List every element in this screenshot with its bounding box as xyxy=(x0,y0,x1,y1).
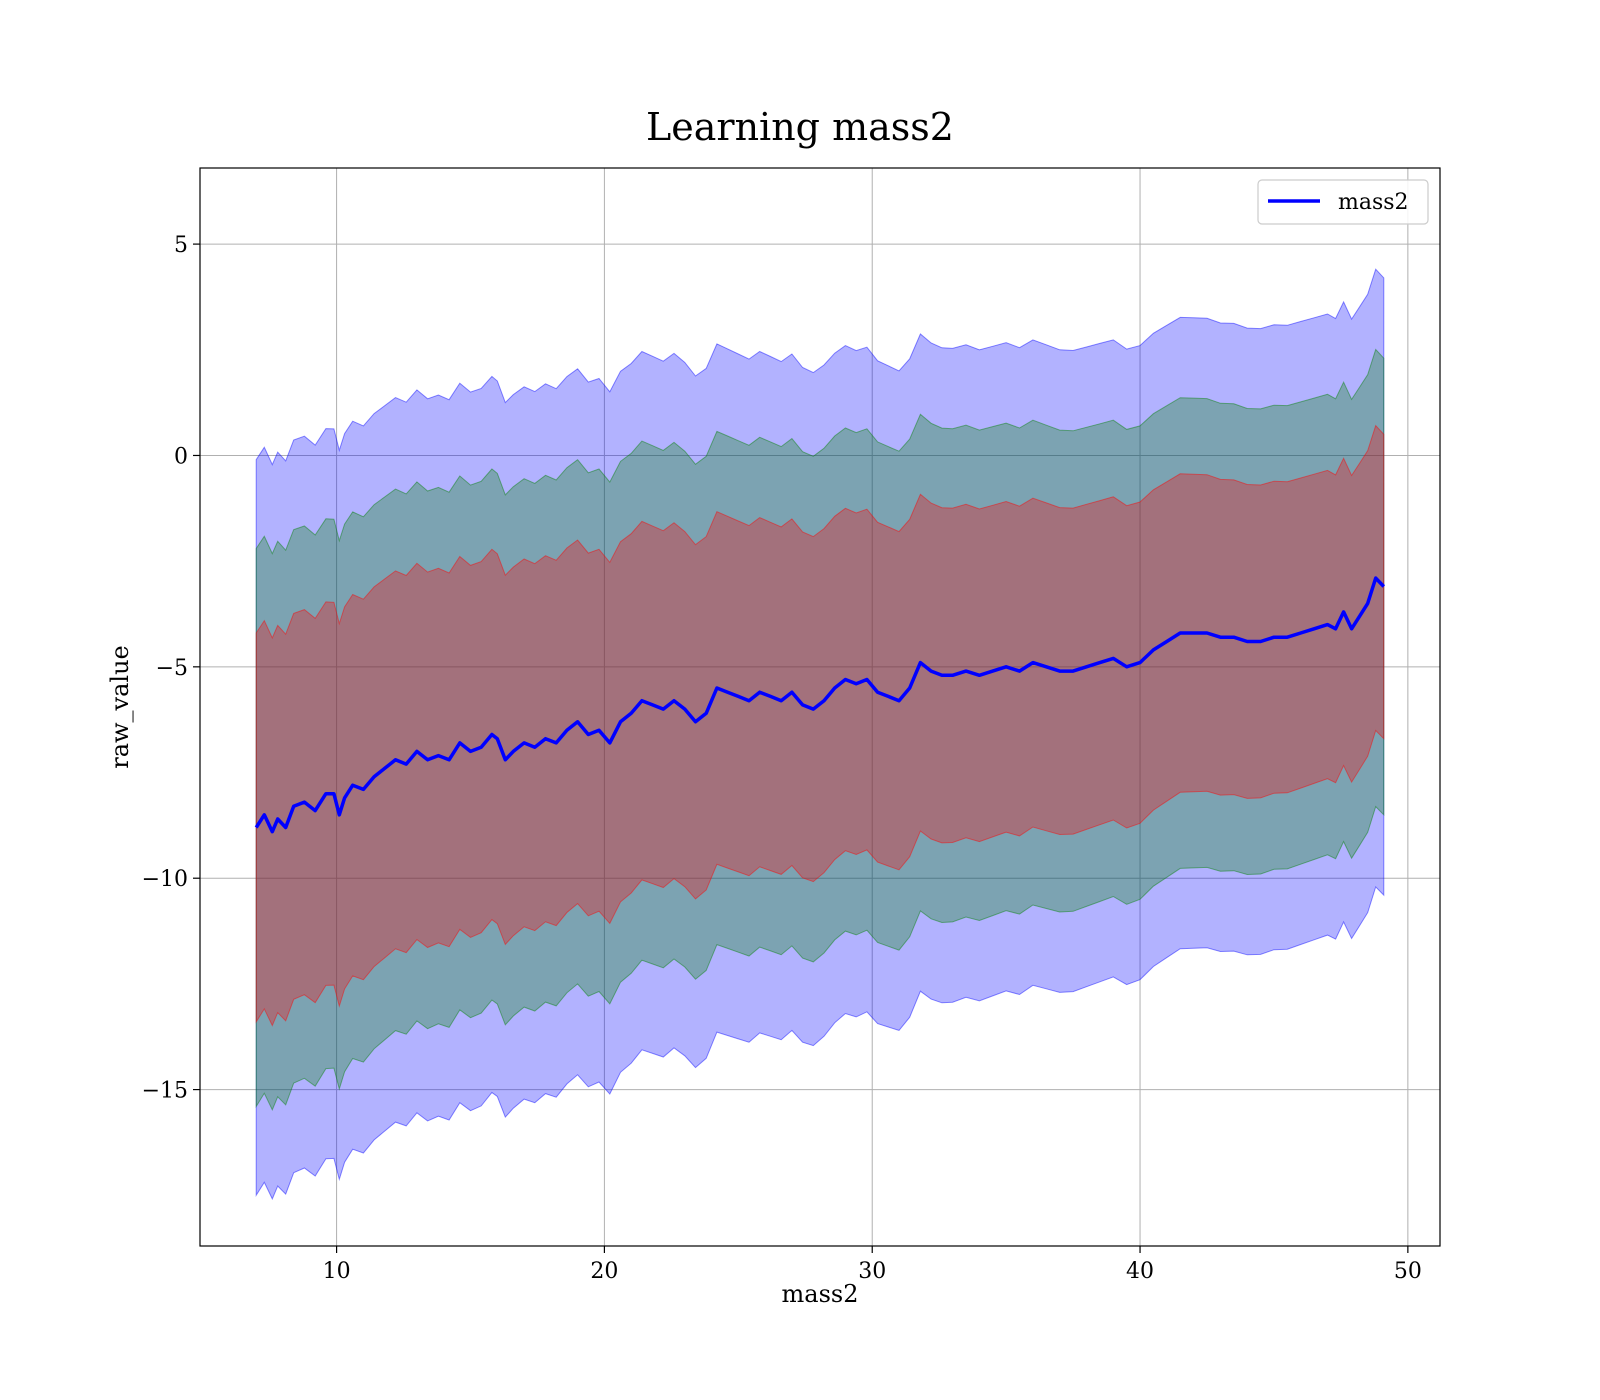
chart-title: Learning mass2 xyxy=(646,105,954,149)
x-tick-label: 50 xyxy=(1394,1259,1422,1284)
series-lines xyxy=(254,576,1386,834)
band-2-sigma xyxy=(255,348,1385,1112)
grid-lines xyxy=(200,168,1440,1246)
confidence-bands xyxy=(255,268,1385,1201)
y-axis-ticks: 5 0 −5 −10 −15 xyxy=(142,233,200,1104)
y-tick-label: −10 xyxy=(142,867,188,892)
legend-label: mass2 xyxy=(1338,190,1409,215)
band-3-sigma xyxy=(255,268,1385,1201)
x-tick-label: 30 xyxy=(858,1259,886,1284)
band-1-sigma xyxy=(255,424,1385,1027)
legend: mass2 xyxy=(1257,179,1429,225)
y-tick-label: 0 xyxy=(174,444,188,469)
y-tick-label: −5 xyxy=(156,656,188,681)
y-tick-label: −15 xyxy=(142,1079,188,1104)
x-tick-label: 10 xyxy=(323,1259,351,1284)
x-tick-label: 40 xyxy=(1126,1259,1154,1284)
plot-frame xyxy=(199,167,1441,1247)
y-tick-label: 5 xyxy=(174,233,188,258)
series-line-mass2 xyxy=(254,576,1386,834)
legend-box xyxy=(1257,179,1429,225)
x-tick-label: 20 xyxy=(590,1259,618,1284)
x-axis-label: mass2 xyxy=(782,1280,859,1308)
x-axis-ticks: 10 20 30 40 50 xyxy=(323,1246,1422,1284)
y-axis-label: raw_value xyxy=(106,645,134,769)
